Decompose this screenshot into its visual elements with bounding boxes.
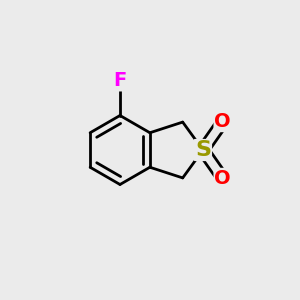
Text: F: F (113, 71, 127, 91)
Text: S: S (195, 140, 211, 160)
Text: O: O (214, 169, 231, 188)
Text: O: O (214, 112, 231, 131)
